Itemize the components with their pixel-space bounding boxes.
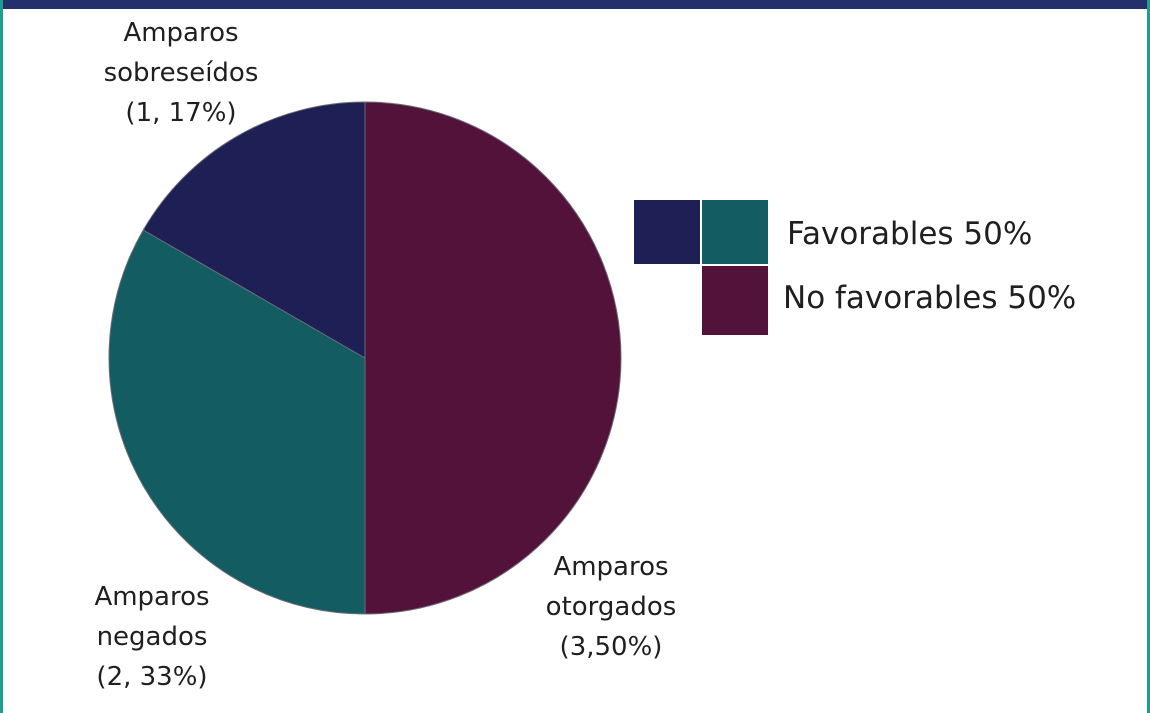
- slice-label-negados-line-3: (2, 33%): [96, 662, 207, 692]
- slice-label-negados-line-1: Amparos: [94, 582, 209, 612]
- slice-label-sobreseidos: Amparos sobreseídos (1, 17%): [104, 18, 259, 128]
- pie-chart: Amparos otorgados (3,50%) Amparos negado…: [94, 18, 1076, 692]
- slice-label-sobreseidos-line-1: Amparos: [123, 18, 238, 48]
- slice-label-sobreseidos-line-2: sobreseídos: [104, 58, 259, 88]
- legend-label-no-favorables: No favorables 50%: [783, 280, 1076, 316]
- pie-slices: [108, 101, 622, 615]
- slice-label-otorgados-line-2: otorgados: [546, 592, 677, 622]
- pie-slice-otorgados: [364, 101, 622, 615]
- slice-label-negados: Amparos negados (2, 33%): [94, 582, 209, 692]
- slice-label-sobreseidos-line-3: (1, 17%): [125, 98, 236, 128]
- pie-slice-negados: [108, 229, 366, 615]
- legend-swatch-no-favorables: [700, 264, 770, 337]
- slice-label-otorgados-line-3: (3,50%): [560, 632, 663, 662]
- slice-label-negados-line-2: negados: [97, 622, 208, 652]
- legend-label-favorables: Favorables 50%: [787, 216, 1032, 252]
- slice-label-otorgados-line-1: Amparos: [553, 552, 668, 582]
- legend-swatch-favorables-negados: [700, 198, 770, 266]
- pie-slice-sobreseidos: [142, 101, 366, 359]
- legend: Favorables 50% No favorables 50%: [632, 198, 1076, 337]
- legend-swatch-favorables-sobreseidos: [632, 198, 702, 266]
- frame-top-bar: [3, 0, 1147, 9]
- slice-label-otorgados: Amparos otorgados (3,50%): [546, 552, 677, 662]
